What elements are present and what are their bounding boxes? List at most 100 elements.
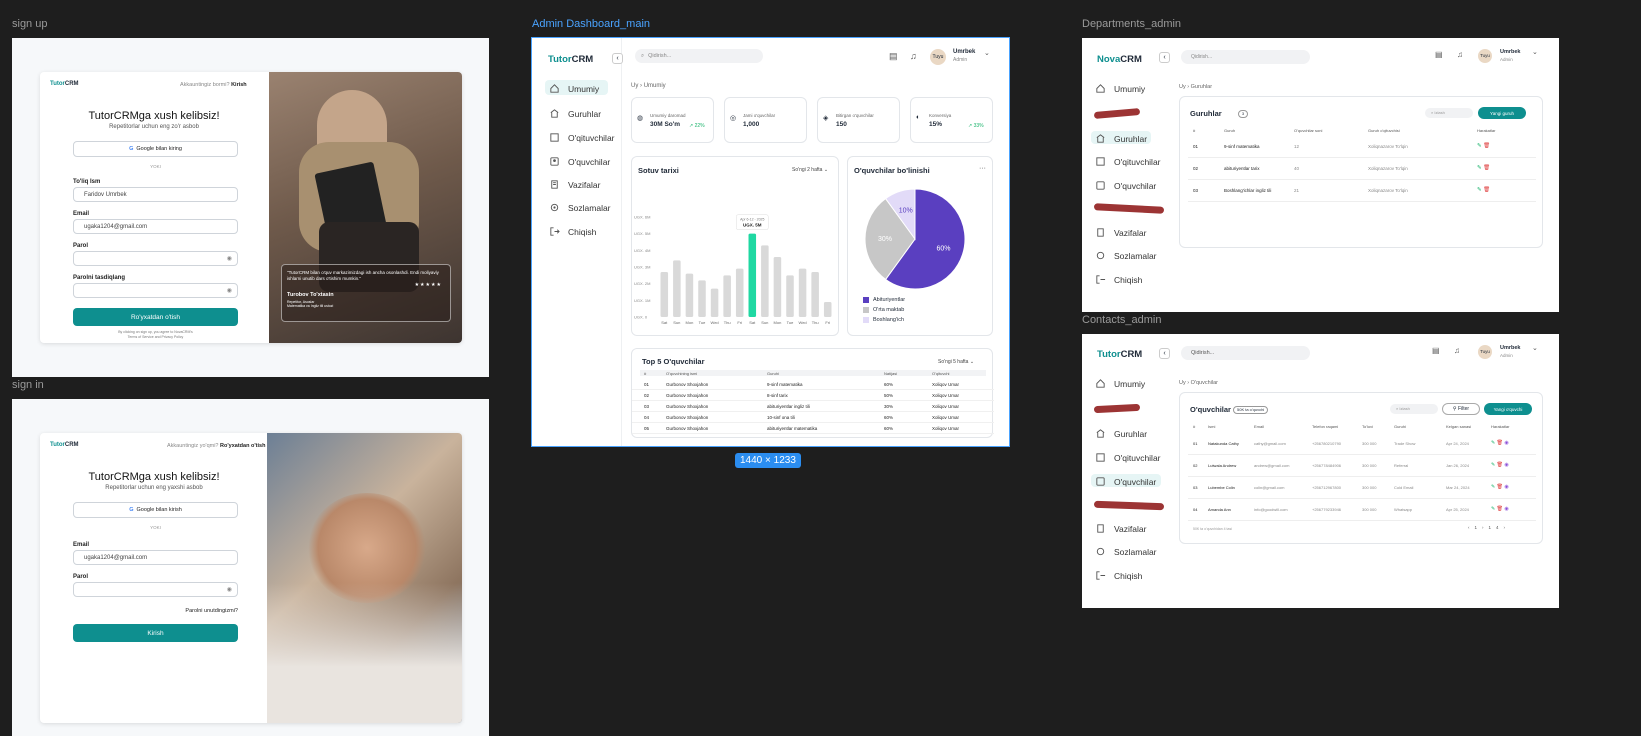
table-row[interactable]: 02 Gurbonov Shoxjahon 8-sinf tarix 50% Xoliq… [632, 391, 994, 401]
sidebar-item-guruhlar[interactable]: Guruhlar [1095, 133, 1147, 144]
forgot-password-link[interactable]: Parolni unutdingizmi? [185, 608, 238, 614]
pie-slice[interactable] [884, 188, 916, 241]
trash-icon[interactable]: 🗑 [1496, 506, 1503, 512]
trash-icon[interactable]: 🗑 [1483, 143, 1491, 149]
bar[interactable] [748, 233, 757, 317]
sidebar-item-oqituvchilar[interactable]: O'qituvchilar [1095, 156, 1161, 167]
bar[interactable] [710, 288, 719, 317]
chevron-down-icon[interactable]: ⌄ [1532, 345, 1538, 352]
sidebar-item-umumiy[interactable]: Umumiy [1095, 378, 1145, 389]
table-row[interactable]: 03 Lubembe Colin colin@gmail.com +256712967… [1188, 478, 1536, 499]
messages-icon[interactable]: ▤ [889, 51, 898, 61]
search-input[interactable]: Qidirish... [1181, 50, 1310, 64]
bar[interactable] [723, 275, 731, 317]
trash-icon[interactable]: 🗑 [1496, 484, 1503, 490]
bell-icon[interactable]: ♫ [1457, 50, 1463, 59]
bell-icon[interactable]: ♫ [910, 51, 917, 61]
confirm-password-field[interactable]: ◉ [73, 283, 238, 298]
bar[interactable] [673, 260, 681, 317]
sidebar-item-vazifalar[interactable]: Vazifalar [1095, 523, 1146, 534]
sidebar-item-chiqish[interactable]: Chiqish [1095, 570, 1142, 581]
search-input[interactable]: ⌕ Izlash [1390, 404, 1438, 414]
trash-icon[interactable]: 🗑 [1496, 462, 1503, 468]
table-row[interactable]: 01 Gurbonov Shoxjahon 9-sinf matematika 60%… [632, 380, 994, 390]
bar[interactable] [823, 302, 832, 317]
login-button[interactable]: Kirish [73, 624, 238, 642]
sidebar-item-oqituvchilar[interactable]: O'qituvchilar [549, 132, 615, 143]
google-signin-button[interactable]: G Google bilan kirish [73, 502, 238, 518]
bar[interactable] [735, 268, 744, 317]
sidebar-item-oquvchilar[interactable]: O'quvchilar [549, 156, 610, 167]
password-field[interactable]: ◉ [73, 582, 238, 597]
eye-icon[interactable]: ◉ [226, 288, 232, 294]
google-signup-button[interactable]: G Google bilan kiring [73, 141, 238, 157]
bell-icon[interactable]: ♫ [1454, 346, 1460, 355]
sidebar-item-vazifalar[interactable]: Vazifalar [549, 179, 600, 190]
edit-icon[interactable]: ✎ [1491, 484, 1496, 490]
page-button[interactable]: 4 [1496, 525, 1499, 530]
sidebar-item-chiqish[interactable]: Chiqish [549, 226, 596, 237]
bar[interactable] [698, 280, 706, 317]
page-button[interactable]: ‹ [1468, 525, 1470, 530]
new-group-button[interactable]: Yangi guruh [1478, 107, 1526, 119]
page-button[interactable]: › [1482, 525, 1484, 530]
pie-slice[interactable] [864, 197, 916, 281]
eye-icon[interactable]: ◉ [1504, 440, 1509, 446]
page-button[interactable]: 1 [1474, 525, 1478, 530]
bar[interactable] [685, 273, 694, 317]
eye-icon[interactable]: ◉ [1504, 506, 1509, 512]
edit-icon[interactable]: ✎ [1477, 143, 1482, 149]
messages-icon[interactable]: ▤ [1435, 50, 1443, 59]
sidebar-item-guruhlar[interactable]: Guruhlar [549, 108, 601, 119]
top-range-dropdown[interactable]: So'ngi 5 hafta ⌄ [938, 359, 975, 365]
page-button[interactable]: 1 [1488, 525, 1492, 530]
sidebar-item-umumiy[interactable]: Umumiy [549, 83, 599, 94]
collapse-sidebar-button[interactable]: ‹ [1159, 52, 1170, 63]
table-row[interactable]: 03 Gurbonov Shoxjahon abituriyentlar ingli… [632, 402, 994, 412]
chevron-down-icon[interactable]: ⌄ [984, 50, 990, 57]
edit-icon[interactable]: ✎ [1477, 165, 1482, 171]
edit-icon[interactable]: ✎ [1491, 462, 1496, 468]
more-icon[interactable]: ··· [979, 165, 986, 172]
bar[interactable] [761, 245, 769, 317]
eye-icon[interactable]: ◉ [1504, 462, 1509, 468]
sidebar-item-vazifalar[interactable]: Vazifalar [1095, 227, 1146, 238]
eye-icon[interactable]: ◉ [1504, 484, 1509, 490]
table-row[interactable]: 02 abituriyentlar tarix 40 Xoliqnazarov To'… [1188, 159, 1536, 180]
edit-icon[interactable]: ✎ [1491, 506, 1496, 512]
sidebar-item-sozlamalar[interactable]: Sozlamalar [1095, 546, 1157, 557]
signup-button[interactable]: Ro'yxatdan o'tish [73, 308, 238, 326]
new-student-button[interactable]: Yangi o'quvchi [1484, 403, 1532, 415]
email-field[interactable]: ugaka1204@gmail.com [73, 219, 238, 234]
trash-icon[interactable]: 🗑 [1496, 440, 1503, 446]
register-link[interactable]: Ro'yxatdan o'tish [220, 443, 266, 449]
edit-icon[interactable]: ✎ [1491, 440, 1496, 446]
eye-icon[interactable]: ◉ [226, 256, 232, 262]
edit-icon[interactable]: ✎ [1477, 187, 1482, 193]
collapse-sidebar-button[interactable]: ‹ [1159, 348, 1170, 359]
filter-button[interactable]: ⚲ Filter [1442, 403, 1480, 415]
name-field[interactable]: Faridov Umrbek [73, 187, 238, 202]
bar[interactable] [773, 257, 782, 317]
sidebar-item-oquvchilar[interactable]: O'quvchilar [1095, 476, 1156, 487]
eye-icon[interactable]: ◉ [226, 587, 232, 593]
messages-icon[interactable]: ▤ [1432, 346, 1440, 355]
table-row[interactable]: 01 Natakunda Cathy cathy@gmail.com +2567802… [1188, 434, 1536, 455]
sidebar-item-oqituvchilar[interactable]: O'qituvchilar [1095, 452, 1161, 463]
password-field[interactable]: ◉ [73, 251, 238, 266]
bar[interactable] [660, 272, 669, 317]
sidebar-item-umumiy[interactable]: Umumiy [1095, 83, 1145, 94]
sidebar-item-chiqish[interactable]: Chiqish [1095, 274, 1142, 285]
pie-slice[interactable] [884, 188, 966, 290]
trash-icon[interactable]: 🗑 [1483, 187, 1491, 193]
sales-range-dropdown[interactable]: So'ngi 2 hafta ⌄ [792, 167, 829, 173]
avatar[interactable]: Tuyu [1478, 49, 1492, 63]
sidebar-item-guruhlar[interactable]: Guruhlar [1095, 428, 1147, 439]
page-button[interactable]: › [1503, 525, 1506, 530]
search-input[interactable]: ⌕ Qidirish... [635, 49, 763, 63]
sidebar-item-sozlamalar[interactable]: Sozlamalar [549, 202, 611, 213]
table-row[interactable]: 02 Lutwala Andrew andrew@gmail.com +2567784… [1188, 456, 1536, 477]
search-input[interactable]: ⌕ Izlash [1425, 108, 1473, 118]
sidebar-item-sozlamalar[interactable]: Sozlamalar [1095, 250, 1157, 261]
table-row[interactable]: 01 9-sinf matematika 12 Xoliqnazarov To'lqi… [1188, 137, 1536, 158]
